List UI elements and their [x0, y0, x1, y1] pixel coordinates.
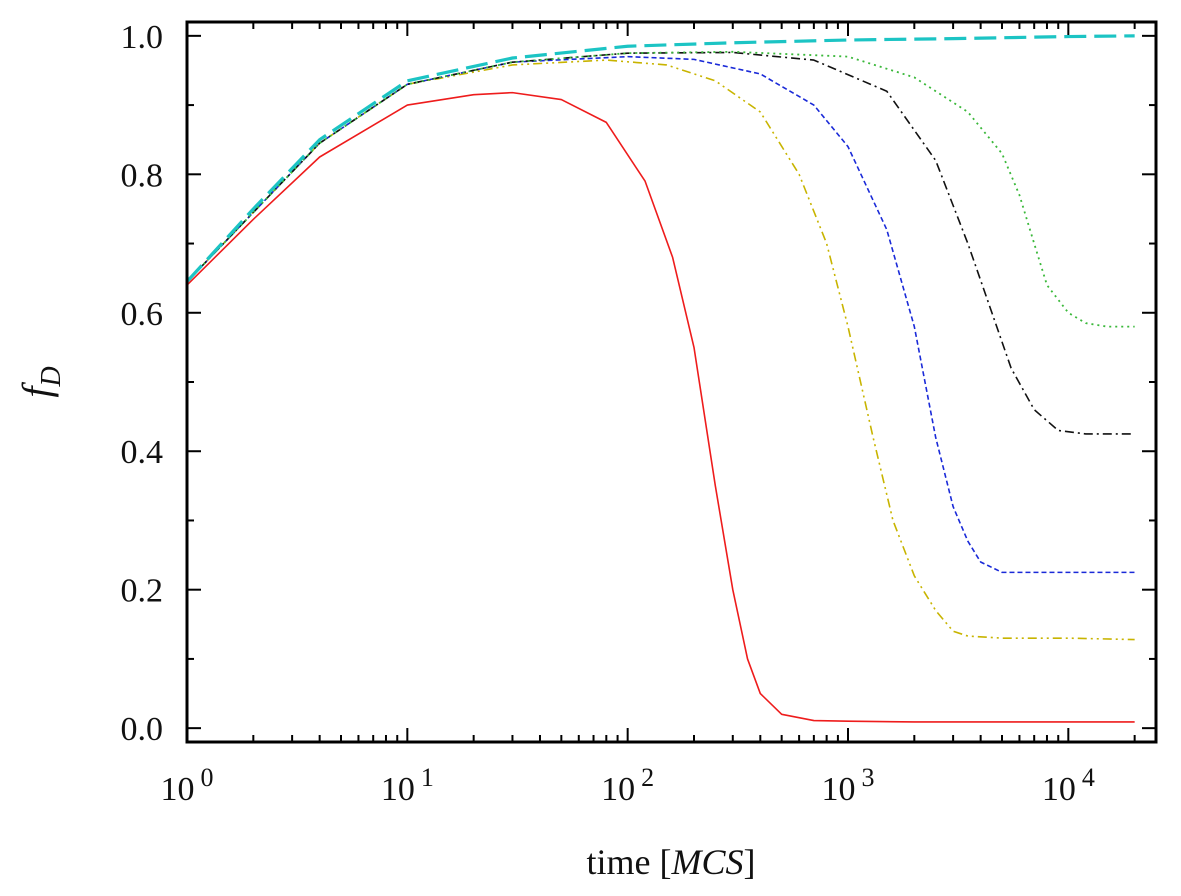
- x-axis-label: time [MCS]: [587, 842, 756, 882]
- x-tick-label: 10 3: [821, 763, 874, 808]
- x-tick-exponent: 2: [641, 763, 654, 792]
- y-tick-label: 0.4: [121, 434, 164, 471]
- x-tick-label: 10 2: [601, 763, 654, 808]
- x-tick-exponent: 0: [201, 763, 214, 792]
- x-tick-base: 10: [381, 771, 415, 808]
- series-black-dashdot: [186, 51, 1135, 435]
- x-tick-base: 10: [161, 771, 195, 808]
- x-tick-exponent: 1: [421, 763, 434, 792]
- x-tick-exponent: 4: [1082, 763, 1095, 792]
- y-tick-label: 0.6: [121, 296, 164, 333]
- series-blue-dashed: [186, 55, 1135, 574]
- series-red-solid: [186, 91, 1135, 723]
- y-tick-label: 0.0: [121, 711, 164, 748]
- series-green-dotted: [186, 50, 1135, 328]
- series-lines: [185, 34, 1135, 723]
- plot-frame: [185, 20, 1158, 744]
- x-tick-base: 10: [601, 771, 635, 808]
- x-axis-label-prefix: time [: [587, 842, 672, 882]
- series-yellow-dashdotdot: [186, 59, 1135, 641]
- x-axis-label-unit: MCS: [670, 842, 743, 882]
- series-cyan-longdash: [185, 34, 1135, 283]
- x-tick-base: 10: [1042, 771, 1076, 808]
- x-tick-base: 10: [821, 771, 855, 808]
- tick-labels: 0.00.20.40.60.81.010 0 10 1 10 2 10 3 10 4: [121, 19, 1095, 808]
- x-tick-label: 10 4: [1042, 763, 1095, 808]
- x-tick-exponent: 3: [861, 763, 874, 792]
- x-tick-label: 10 0: [161, 763, 214, 808]
- y-tick-label: 0.8: [121, 157, 164, 194]
- y-axis-label-subscript: D: [36, 366, 67, 387]
- x-axis-label-suffix: ]: [743, 842, 755, 882]
- y-tick-label: 1.0: [121, 19, 164, 56]
- x-tick-label: 10 1: [381, 763, 434, 808]
- y-tick-label: 0.2: [121, 573, 164, 610]
